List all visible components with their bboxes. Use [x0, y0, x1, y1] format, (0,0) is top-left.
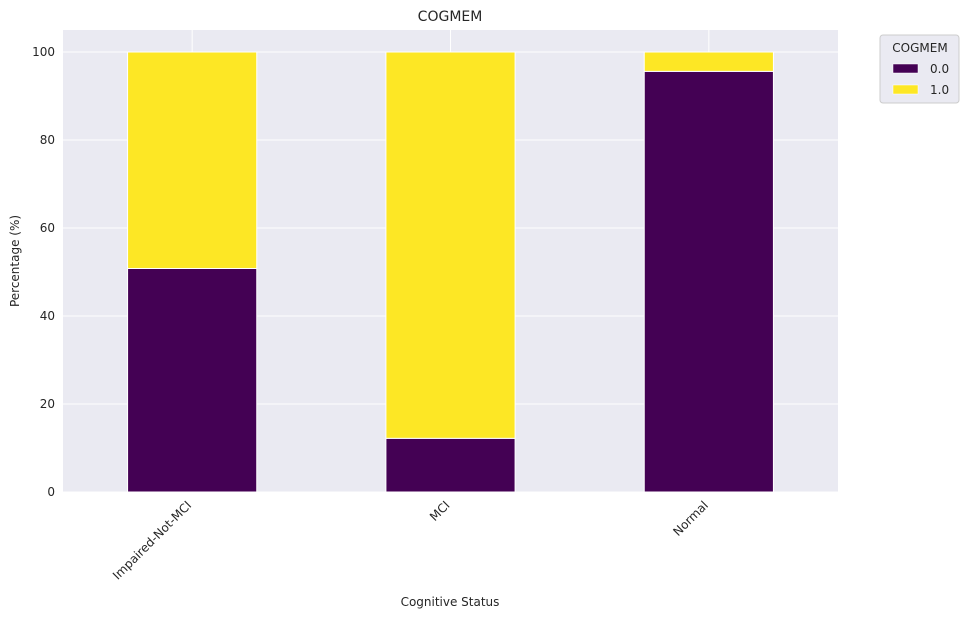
y-tick-label: 20 [40, 397, 55, 411]
legend-title: COGMEM [892, 41, 947, 55]
x-tick-label: MCI [427, 498, 453, 524]
bar-segment [643, 70, 774, 493]
y-tick-label: 100 [32, 45, 55, 59]
x-tick-label: Normal [670, 498, 711, 539]
legend-label: 0.0 [930, 62, 949, 76]
legend-swatch [892, 84, 919, 95]
bar-segment [385, 437, 516, 493]
bar-segment [385, 51, 516, 439]
bar-segment [127, 51, 258, 269]
y-tick-label: 80 [40, 133, 55, 147]
legend-label: 1.0 [930, 83, 949, 97]
bar-segment [127, 267, 258, 493]
legend-swatch [892, 63, 919, 74]
x-tick-label: Impaired-Not-MCI [110, 498, 194, 582]
bars [127, 51, 774, 493]
legend: COGMEM 0.0 1.0 [879, 34, 960, 104]
y-axis-title: Percentage (%) [8, 215, 22, 307]
y-tick-label: 40 [40, 309, 55, 323]
x-axis-ticks: Impaired-Not-MCI MCI Normal [110, 498, 711, 582]
y-tick-label: 60 [40, 221, 55, 235]
bar-segment [643, 51, 774, 72]
y-tick-label: 0 [47, 485, 55, 499]
legend-items: 0.0 1.0 [892, 62, 949, 97]
y-axis-ticks: 0 20 40 60 80 100 [32, 45, 55, 499]
x-axis-title: Cognitive Status [401, 595, 500, 609]
chart-title: COGMEM [418, 9, 483, 25]
